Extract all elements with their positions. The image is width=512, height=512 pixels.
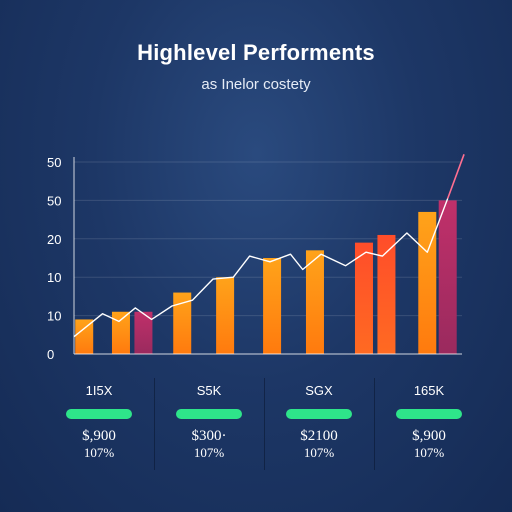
card-value: $,900 [412, 428, 446, 444]
summary-card: SGX $2100 107% [264, 378, 374, 470]
card-progress-pill [66, 409, 132, 419]
bar [354, 242, 373, 354]
card-percent: 107% [193, 445, 225, 460]
summary-card: 165K $,900 107% [374, 378, 484, 470]
card-label: 1I5X [85, 383, 113, 398]
chart-subtitle: as Inelor costety [201, 76, 311, 93]
bar [377, 234, 396, 354]
series-line [73, 198, 449, 338]
summary-card: 1I5X $,900 107% [44, 378, 154, 470]
summary-card: S5K $300· 107% [154, 378, 264, 470]
card-value: $,900 [82, 428, 116, 444]
card-progress-pill [176, 409, 242, 419]
series-line-tail [446, 154, 465, 199]
bar [418, 211, 437, 354]
card-value: $2100 [300, 428, 338, 444]
card-progress-pill [396, 409, 462, 419]
card-percent: 107% [303, 445, 335, 460]
bar [216, 277, 235, 354]
card-value: $300· [191, 428, 227, 444]
bar [438, 200, 457, 354]
y-tick-label: 20 [47, 232, 61, 247]
bar [134, 311, 153, 354]
summary-cards: 1I5X $,900 107% S5K $300· 107% SGX $2100… [44, 378, 484, 470]
card-percent: 107% [413, 445, 445, 460]
bar [305, 250, 324, 354]
y-tick-label: 50 [47, 193, 61, 208]
card-label: S5K [196, 383, 222, 398]
y-tick-label: 50 [47, 155, 61, 170]
chart-title: Highlevel Performents [137, 40, 375, 65]
y-tick-label: 0 [47, 347, 54, 362]
y-tick-label: 10 [47, 270, 61, 285]
card-label: SGX [305, 383, 333, 398]
bar [173, 292, 192, 354]
bar [263, 258, 282, 354]
card-percent: 107% [83, 445, 115, 460]
bar [111, 311, 130, 354]
y-tick-label: 10 [47, 309, 61, 324]
bar [75, 319, 94, 354]
card-progress-pill [286, 409, 352, 419]
card-label: 165K [413, 383, 445, 398]
